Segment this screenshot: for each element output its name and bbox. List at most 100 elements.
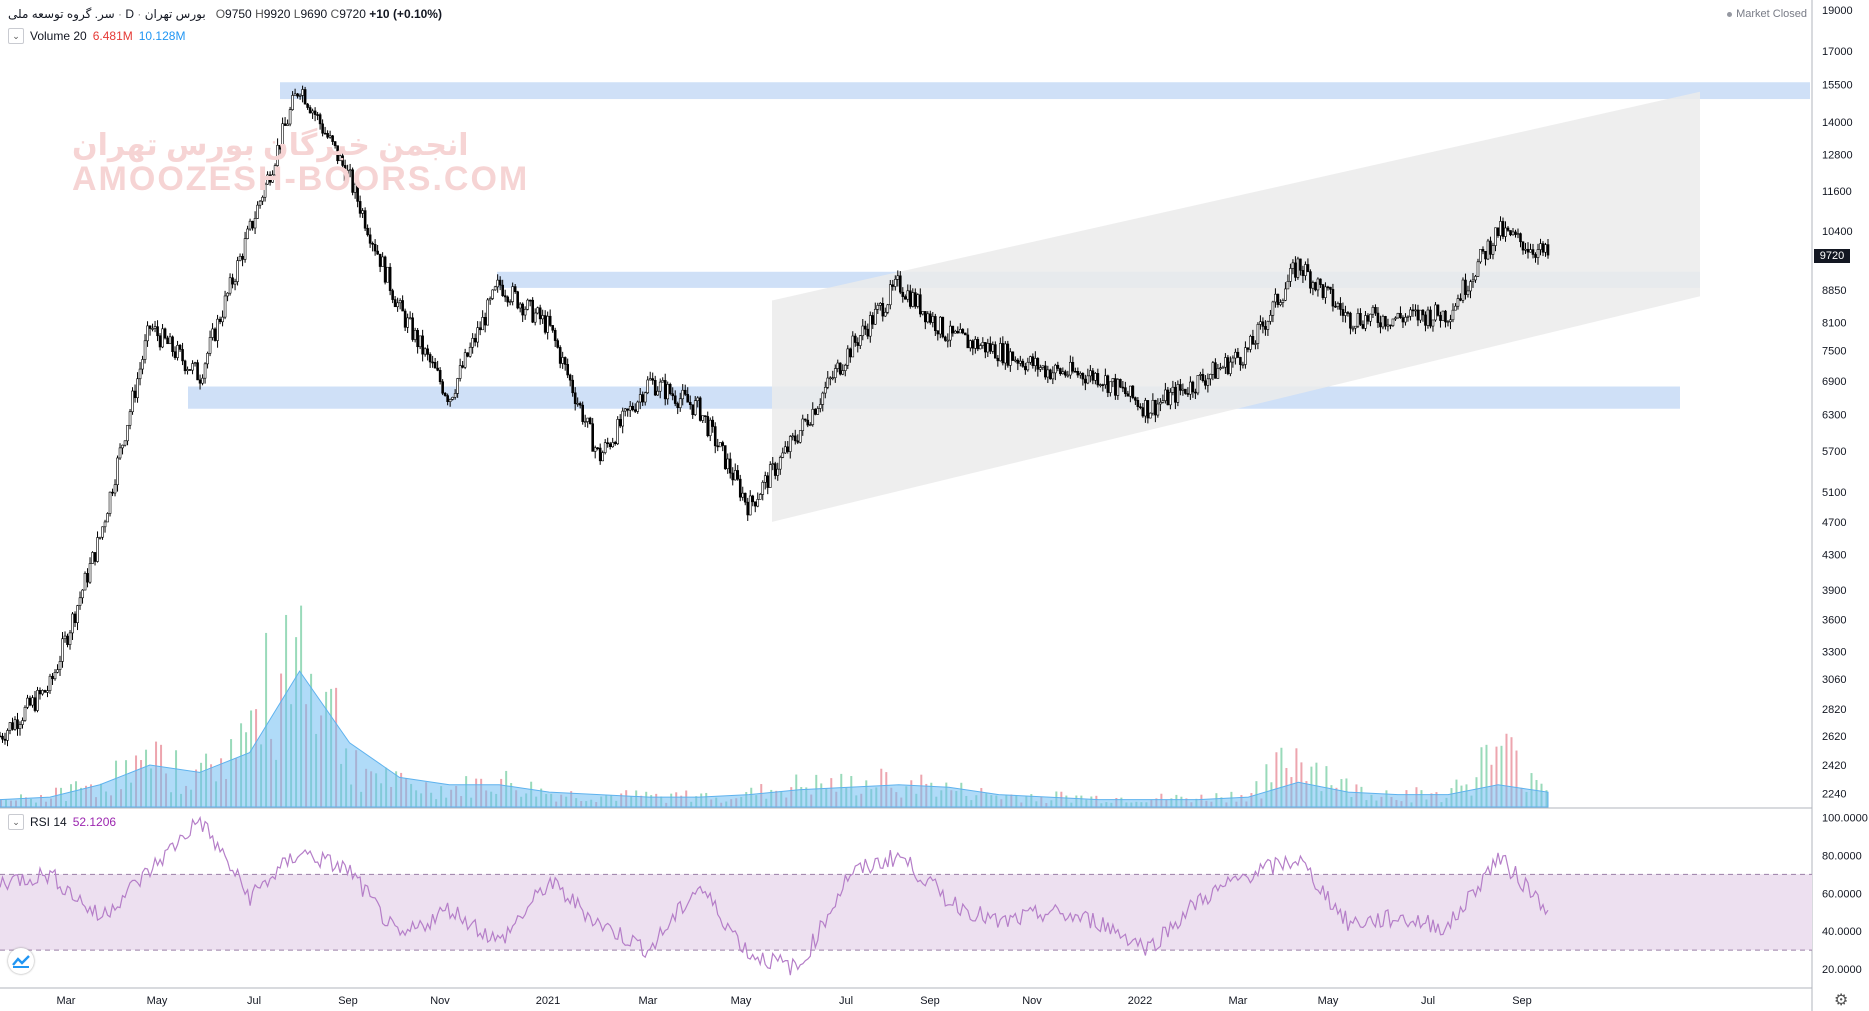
candle-body — [1029, 356, 1032, 363]
candle-body — [896, 275, 900, 280]
candle-body — [523, 308, 527, 316]
candle-body — [1384, 316, 1387, 327]
volume-legend[interactable]: ⌄ Volume 20 6.481M 10.128M — [8, 28, 185, 44]
candle-body — [636, 401, 640, 412]
chevron-down-icon[interactable]: ⌄ — [8, 814, 24, 830]
candle-body — [306, 103, 309, 108]
candle-body — [488, 298, 492, 301]
candle-body — [396, 302, 399, 308]
candle-body — [673, 395, 677, 404]
candle-body — [573, 392, 577, 404]
candle-body — [386, 266, 389, 283]
price-tick-label: 7500 — [1822, 346, 1846, 358]
candle-body — [838, 362, 842, 375]
symbol-legend[interactable]: سر. گروه توسعه ملی · D · بورس تهران O975… — [8, 7, 442, 21]
candle-body — [926, 313, 930, 323]
gear-icon[interactable]: ⚙ — [1834, 992, 1849, 1009]
candle-body — [1349, 312, 1352, 329]
candle-body — [48, 675, 52, 691]
candle-body — [793, 435, 797, 442]
price-tick-label: 15500 — [1822, 80, 1853, 92]
candle-body — [501, 284, 504, 296]
candle-body — [1096, 373, 1100, 386]
candle-body — [1531, 249, 1535, 255]
candle-body — [381, 256, 384, 267]
candle-body — [736, 470, 740, 480]
candle-body — [333, 141, 337, 146]
candle-body — [1514, 231, 1517, 235]
high-label: H — [255, 7, 264, 21]
candle-body — [496, 279, 499, 288]
chevron-down-icon[interactable]: ⌄ — [8, 28, 24, 44]
candle-body — [476, 327, 479, 343]
candle-body — [1149, 412, 1152, 419]
candle-body — [1441, 310, 1445, 321]
candle-body — [376, 250, 379, 255]
candle-body — [1221, 366, 1225, 369]
candle-body — [1, 735, 4, 740]
candle-body — [638, 394, 642, 403]
candle-body — [1181, 388, 1185, 391]
candle-body — [751, 495, 755, 503]
candle-body — [823, 387, 827, 394]
candle-body — [631, 405, 635, 410]
candle-body — [1456, 298, 1460, 307]
candle-body — [653, 380, 657, 396]
candle-body — [1529, 249, 1532, 253]
candle-body — [1454, 305, 1457, 311]
candle-body — [1021, 360, 1025, 367]
candle-body — [1309, 271, 1312, 289]
candle-body — [168, 336, 172, 345]
candle-body — [843, 364, 847, 371]
candle-body — [716, 445, 720, 448]
candle-body — [1386, 324, 1390, 327]
close-value: 9720 — [339, 7, 366, 21]
candle-body — [506, 296, 509, 303]
rsi-tick-label: 80.0000 — [1822, 850, 1862, 862]
candle-body — [1049, 369, 1052, 380]
candle-body — [503, 295, 507, 298]
candle-body — [18, 724, 22, 729]
price-tick-label: 3060 — [1822, 674, 1846, 686]
candle-body — [1089, 370, 1092, 377]
candle-body — [971, 340, 975, 349]
candle-body — [946, 339, 950, 342]
tradingview-logo-icon[interactable] — [8, 948, 34, 974]
candle-body — [668, 384, 672, 394]
candle-body — [959, 329, 962, 334]
candle-body — [68, 632, 72, 645]
candle-body — [848, 348, 852, 358]
candle-body — [473, 337, 477, 343]
candle-body — [1449, 319, 1452, 323]
candle-body — [976, 339, 980, 350]
candle-body — [846, 348, 850, 366]
candle-body — [1016, 359, 1020, 364]
candle-body — [791, 435, 795, 438]
candle-body — [1374, 307, 1377, 314]
candle-body — [863, 325, 867, 330]
candle-body — [1286, 281, 1290, 290]
candle-body — [1054, 364, 1057, 374]
candle-body — [1129, 385, 1132, 397]
time-tick-label: Jul — [247, 995, 261, 1007]
rsi-axis-ticks: 100.0000 80.0000 60.0000 40.0000 20.0000 — [1822, 812, 1868, 976]
candle-body — [961, 329, 965, 334]
candle-body — [1544, 244, 1547, 253]
candle-body — [1141, 407, 1145, 417]
candle-body — [578, 403, 582, 406]
candle-body — [761, 481, 765, 495]
candle-body — [1524, 248, 1527, 251]
market-status: Market Closed — [1727, 8, 1807, 20]
candle-body — [918, 294, 922, 315]
price-tick-label: 2420 — [1822, 760, 1846, 772]
candle-body — [1274, 293, 1277, 303]
rsi-legend[interactable]: ⌄ RSI 14 52.1206 — [8, 814, 116, 830]
rsi-tick-label: 100.0000 — [1822, 812, 1868, 824]
price-tick-label: 10400 — [1822, 226, 1853, 238]
candle-body — [1329, 286, 1332, 290]
candle-body — [1014, 359, 1017, 362]
candle-body — [881, 302, 885, 317]
candle-body — [146, 325, 149, 342]
candle-body — [281, 123, 284, 150]
